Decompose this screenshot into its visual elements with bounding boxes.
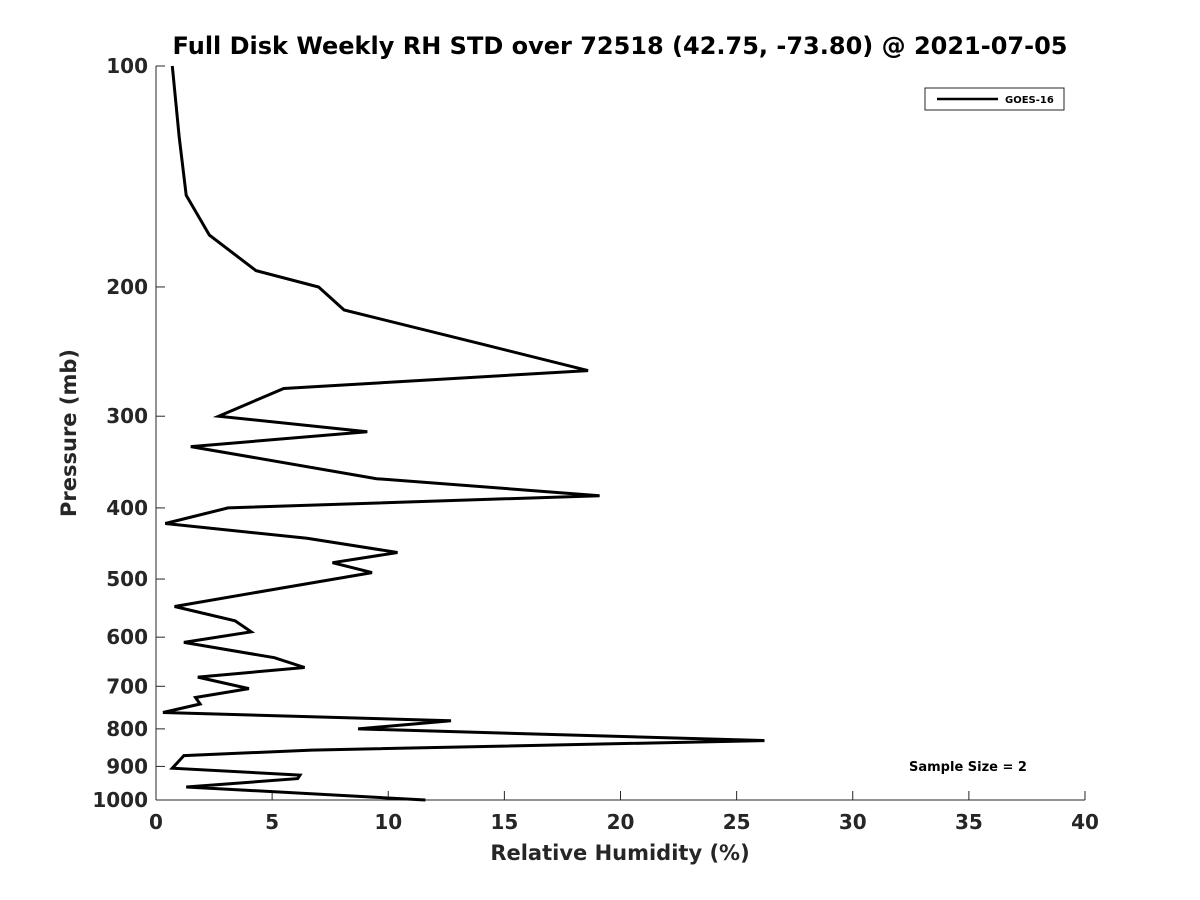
y-tick-label: 600 bbox=[106, 625, 148, 649]
y-tick-label: 800 bbox=[106, 717, 148, 741]
x-tick-label: 30 bbox=[839, 810, 867, 834]
y-tick-label: 100 bbox=[106, 54, 148, 78]
y-tick-label: 1000 bbox=[92, 788, 148, 812]
x-ticks: 0 5 10 15 20 25 30 35 40 bbox=[149, 791, 1099, 834]
x-tick-label: 20 bbox=[607, 810, 635, 834]
y-tick-label: 200 bbox=[106, 275, 148, 299]
x-tick-label: 25 bbox=[723, 810, 751, 834]
x-axis-label: Relative Humidity (%) bbox=[490, 841, 749, 865]
y-axis-label: Pressure (mb) bbox=[57, 349, 81, 517]
y-tick-label: 300 bbox=[106, 404, 148, 428]
axes bbox=[155, 66, 1085, 801]
legend: GOES-16 bbox=[924, 87, 1065, 111]
series-layer bbox=[162, 65, 765, 802]
y-tick-label: 400 bbox=[106, 496, 148, 520]
y-tick-label: 700 bbox=[106, 674, 148, 698]
x-tick-label: 5 bbox=[265, 810, 279, 834]
x-tick-label: 10 bbox=[374, 810, 402, 834]
x-tick-label: 15 bbox=[490, 810, 518, 834]
y-tick-label: 900 bbox=[106, 754, 148, 778]
y-ticks: 100 200 300 400 500 600 700 800 900 1000 bbox=[92, 54, 165, 812]
x-tick-label: 40 bbox=[1071, 810, 1099, 834]
x-tick-label: 35 bbox=[955, 810, 983, 834]
sample-size-annotation: Sample Size = 2 bbox=[909, 760, 1027, 775]
legend-label-goes-16: GOES-16 bbox=[1005, 95, 1054, 106]
series-line-goes-16 bbox=[162, 65, 765, 802]
x-tick-label: 0 bbox=[149, 810, 163, 834]
y-tick-label: 500 bbox=[106, 567, 148, 591]
chart-title: Full Disk Weekly RH STD over 72518 (42.7… bbox=[173, 32, 1068, 60]
